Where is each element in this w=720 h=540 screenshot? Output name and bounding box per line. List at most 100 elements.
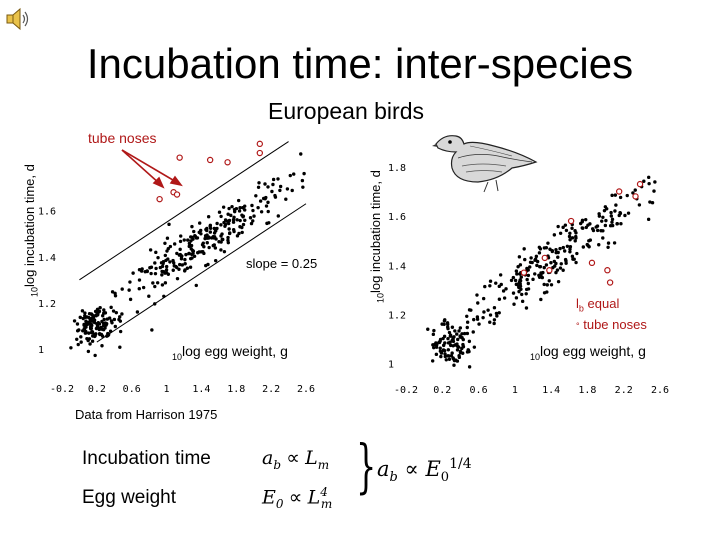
data-point — [453, 343, 458, 347]
data-point — [135, 310, 140, 314]
data-point — [182, 238, 186, 242]
data-point — [544, 263, 549, 267]
data-point — [568, 231, 572, 235]
tube-nose-point — [546, 267, 553, 274]
data-point — [594, 225, 598, 229]
data-point — [213, 246, 218, 250]
x-tick-label: 2.6 — [297, 384, 315, 395]
data-point — [230, 204, 234, 209]
data-point — [554, 247, 558, 252]
tube-nose-point — [606, 279, 614, 286]
data-point — [164, 264, 169, 269]
data-point — [601, 215, 605, 219]
data-point — [433, 342, 437, 347]
data-point — [206, 215, 211, 219]
data-point — [604, 218, 608, 223]
data-point — [105, 317, 110, 321]
data-point — [574, 231, 578, 235]
data-point — [88, 342, 92, 346]
data-point — [206, 262, 210, 267]
data-point — [539, 273, 543, 277]
data-point — [99, 332, 104, 337]
data-point — [131, 271, 135, 275]
data-point — [91, 315, 96, 320]
data-point — [221, 237, 225, 242]
lb-equal-annotation: lb equal ° tube noses — [576, 296, 647, 332]
data-point — [111, 309, 116, 313]
data-point — [452, 358, 457, 363]
data-point — [151, 281, 155, 285]
data-point — [182, 269, 187, 273]
data-point — [178, 262, 182, 267]
data-point — [567, 234, 572, 239]
tube-nose-point — [173, 191, 181, 198]
data-point — [82, 327, 86, 331]
left-y-axis-label: 10log incubation time, d — [22, 164, 40, 297]
data-point — [177, 267, 181, 271]
data-point — [541, 270, 545, 275]
data-point — [184, 252, 188, 257]
data-point — [446, 322, 450, 327]
data-point — [153, 284, 157, 289]
data-point — [462, 331, 467, 336]
data-point — [516, 265, 520, 269]
data-point — [149, 271, 153, 276]
data-point — [180, 263, 185, 267]
data-point — [168, 244, 173, 249]
data-point — [271, 182, 275, 187]
data-point — [80, 309, 85, 313]
data-point — [446, 348, 451, 352]
data-point — [164, 268, 169, 272]
data-point — [163, 281, 168, 285]
data-point — [86, 349, 91, 354]
tube-nose-point — [588, 259, 596, 267]
data-point — [109, 305, 113, 310]
data-point — [228, 231, 232, 235]
data-point — [185, 266, 190, 270]
data-point — [637, 203, 642, 207]
data-point — [540, 275, 545, 280]
data-point — [452, 335, 456, 339]
data-point — [554, 270, 558, 275]
data-point — [556, 224, 560, 229]
data-point — [97, 327, 101, 332]
data-point — [466, 348, 471, 353]
data-point — [190, 248, 195, 253]
data-point — [249, 221, 254, 226]
data-point — [443, 341, 447, 345]
data-point — [193, 233, 197, 238]
data-point — [455, 348, 460, 352]
data-point — [79, 340, 83, 344]
data-point — [266, 185, 270, 189]
data-point — [231, 220, 236, 224]
data-point — [183, 257, 187, 262]
data-point — [448, 343, 453, 348]
data-point — [432, 328, 436, 333]
data-point — [154, 266, 158, 271]
data-point — [76, 342, 80, 347]
data-point — [83, 314, 87, 318]
y-tick-label: 1.4 — [38, 253, 56, 264]
data-point — [251, 219, 255, 223]
data-point — [264, 204, 269, 208]
x-tick-label: 0.2 — [433, 385, 451, 396]
data-point — [153, 271, 158, 276]
data-point — [545, 283, 549, 287]
data-point — [585, 242, 589, 247]
data-point — [226, 212, 230, 216]
data-point — [618, 210, 622, 215]
data-point — [89, 326, 93, 330]
data-point — [175, 251, 179, 256]
data-point — [201, 241, 205, 245]
data-point — [89, 330, 94, 335]
data-point — [438, 339, 442, 343]
data-point — [514, 282, 519, 287]
x-tick-label: 2.2 — [615, 385, 633, 396]
speaker-icon[interactable] — [4, 6, 30, 32]
data-point — [539, 297, 543, 302]
data-point — [160, 273, 164, 277]
data-point — [517, 289, 521, 294]
data-point — [525, 266, 529, 271]
data-point — [481, 315, 485, 320]
data-point — [568, 247, 572, 251]
